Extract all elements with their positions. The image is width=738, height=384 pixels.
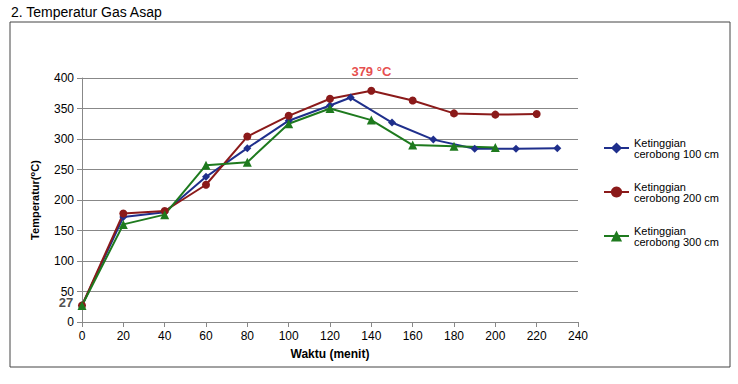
- svg-text:50: 50: [60, 284, 74, 299]
- svg-text:300: 300: [54, 132, 74, 146]
- svg-text:200: 200: [485, 329, 505, 343]
- svg-text:120: 120: [320, 329, 340, 343]
- svg-text:100: 100: [279, 329, 299, 343]
- svg-text:cerobong 200 cm: cerobong 200 cm: [634, 192, 719, 204]
- svg-text:2. Temperatur Gas Asap: 2. Temperatur Gas Asap: [11, 4, 162, 20]
- svg-text:27: 27: [59, 295, 73, 310]
- svg-text:0: 0: [79, 329, 86, 343]
- svg-text:cerobong 100 cm: cerobong 100 cm: [634, 148, 719, 160]
- svg-text:350: 350: [54, 102, 74, 116]
- svg-text:Waktu (menit): Waktu (menit): [291, 347, 370, 361]
- svg-text:60: 60: [199, 329, 213, 343]
- svg-text:20: 20: [117, 329, 131, 343]
- svg-text:80: 80: [241, 329, 255, 343]
- svg-text:cerobong 300 cm: cerobong 300 cm: [634, 236, 719, 248]
- svg-text:250: 250: [54, 163, 74, 177]
- svg-text:160: 160: [403, 329, 423, 343]
- svg-text:220: 220: [527, 329, 547, 343]
- svg-text:Temperatur(⁰C): Temperatur(⁰C): [29, 160, 41, 240]
- svg-text:0: 0: [67, 315, 74, 329]
- svg-text:180: 180: [444, 329, 464, 343]
- svg-text:Ketinggian: Ketinggian: [634, 180, 689, 193]
- svg-text:Ketinggian: Ketinggian: [634, 224, 689, 237]
- svg-text:Ketinggian: Ketinggian: [634, 136, 689, 149]
- svg-text:240: 240: [568, 329, 588, 343]
- svg-text:140: 140: [361, 329, 381, 343]
- svg-text:40: 40: [158, 329, 172, 343]
- svg-text:150: 150: [54, 224, 74, 238]
- svg-text:400: 400: [54, 71, 74, 85]
- svg-text:379 °C: 379 °C: [351, 64, 392, 79]
- svg-text:200: 200: [54, 193, 74, 207]
- svg-text:100: 100: [54, 254, 74, 268]
